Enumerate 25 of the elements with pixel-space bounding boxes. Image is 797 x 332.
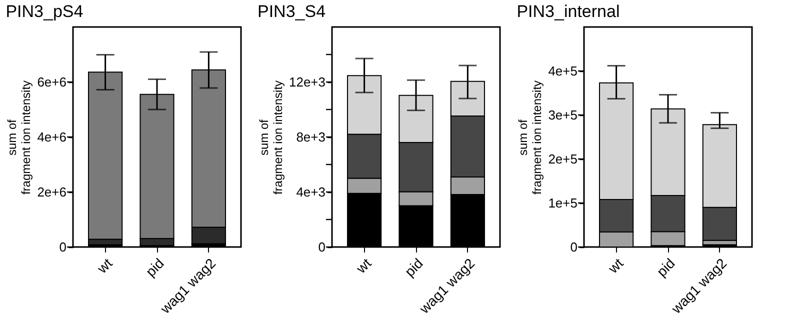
y-tick-label: 2e+6 — [37, 184, 66, 200]
x-tick-label: pid — [653, 255, 678, 280]
x-tick-label: wt — [352, 255, 374, 278]
chart-title: PIN3_internal — [516, 2, 620, 21]
y-tick-label: 6e+6 — [37, 74, 66, 90]
y-tick-label: 1e+5 — [548, 196, 578, 210]
x-tick-label: pid — [401, 255, 426, 280]
y-tick-label: 4e+3 — [296, 184, 326, 200]
y-tick-label: 2e+5 — [548, 152, 578, 166]
y-axis-title: sum of fragment ion intensity — [256, 80, 285, 195]
chart-title: PIN3_S4 — [257, 2, 326, 21]
x-tick-label: wt — [604, 255, 626, 278]
y-tick-label: 3e+5 — [548, 108, 578, 122]
x-tick-label: wt — [93, 255, 116, 278]
y-tick-label: 8e+3 — [296, 130, 326, 144]
y-tick-label: 4e+5 — [548, 64, 578, 78]
chart-title: PIN3_pS4 — [6, 2, 84, 21]
y-tick-label: 4e+6 — [37, 130, 66, 144]
y-tick-label: 0 — [59, 240, 66, 254]
y-axis-title: sum of fragment ion intensity — [516, 80, 544, 195]
y-axis-title: sum of fragment ion intensity — [5, 80, 34, 195]
y-tick-label: 0 — [570, 240, 578, 254]
y-tick-label: 12e+3 — [288, 74, 326, 90]
x-tick-label: pid — [142, 255, 167, 280]
y-tick-label: 0 — [318, 240, 326, 254]
